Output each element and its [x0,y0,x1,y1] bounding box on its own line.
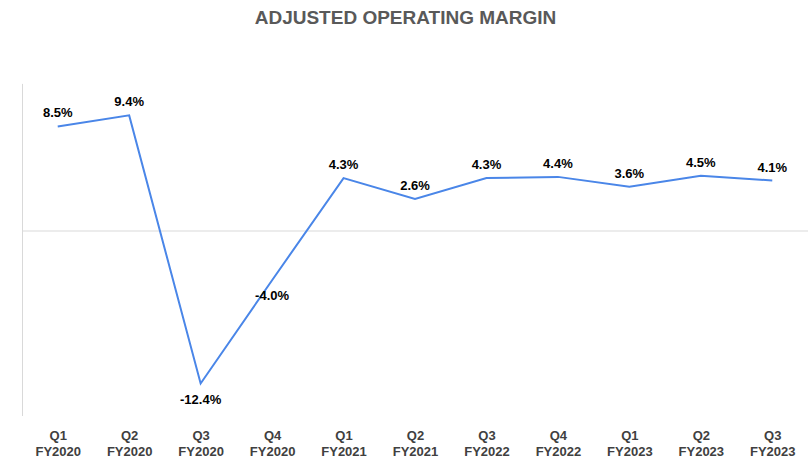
data-label: 3.6% [615,166,645,181]
x-tick-label: Q2FY2021 [393,428,439,459]
data-label: 8.5% [43,105,73,120]
x-tick-label-line: FY2023 [750,444,796,459]
x-tick: Q1FY2023 [607,428,653,459]
x-tick-label-line: Q1 [621,428,638,443]
y-axis-line [22,84,23,416]
x-tick-label-line: Q3 [192,428,209,443]
x-tick: Q1FY2021 [321,428,367,459]
x-tick-label-line: FY2023 [607,444,653,459]
data-label: 4.3% [472,157,502,172]
x-tick: Q1FY2020 [35,428,81,459]
x-tick-label: Q4FY2022 [536,428,582,459]
x-tick-label-line: Q2 [121,428,138,443]
data-label: 4.5% [686,155,716,170]
data-label: -4.0% [255,288,289,303]
x-tick-label-line: Q4 [264,428,282,443]
x-tick-label: Q1FY2023 [607,428,653,459]
title: ADJUSTED OPERATING MARGIN [255,7,557,28]
x-tick: Q3FY2022 [464,428,510,459]
x-tick-label: Q3FY2023 [750,428,796,459]
plot-area [58,115,773,383]
x-tick-label: Q2FY2023 [679,428,725,459]
data-labels: 8.5% 9.4% -12.4% -4.0% 4.3% 2.6% 4.3% 4.4% 3.6% 4… [43,94,788,406]
data-label: 4.1% [757,160,787,175]
x-tick: Q4FY2022 [536,428,582,459]
x-tick: Q2FY2023 [679,428,725,459]
grid [22,231,808,232]
x-tick-label-line: FY2021 [393,444,439,459]
x-tick-label-line: FY2022 [536,444,582,459]
x-tick: Q2FY2020 [107,428,153,459]
x-tick-label-line: Q3 [764,428,781,443]
x-tick-label: Q3FY2020 [178,428,224,459]
x-tick-label-line: FY2023 [679,444,725,459]
x-tick-label-line: FY2022 [464,444,510,459]
x-tick-label-line: FY2021 [321,444,367,459]
x-tick-label: Q1FY2020 [35,428,81,459]
x-tick-label-line: Q2 [407,428,424,443]
x-tick-label: Q3FY2022 [464,428,510,459]
x-tick-label-line: FY2020 [107,444,153,459]
x-tick-label-line: Q1 [50,428,67,443]
x-tick: Q2FY2021 [393,428,439,459]
data-label: 9.4% [114,94,144,109]
x-tick-label: Q1FY2021 [321,428,367,459]
data-label: 4.4% [543,156,573,171]
data-label: 2.6% [400,178,430,193]
x-tick-label-line: FY2020 [178,444,224,459]
x-tick-label: Q4FY2020 [250,428,296,459]
x-axis: Q1FY2020Q2FY2020Q3FY2020Q4FY2020Q1FY2021… [35,428,795,459]
x-tick-label-line: FY2020 [250,444,296,459]
x-tick: Q3FY2020 [178,428,224,459]
x-tick: Q4FY2020 [250,428,296,459]
grid-line [22,231,808,232]
chart: ADJUSTED OPERATING MARGINQ1FY2020Q2FY202… [0,0,811,472]
data-label: 4.3% [329,157,359,172]
x-tick-label-line: Q2 [693,428,710,443]
x-tick-label-line: Q1 [335,428,352,443]
line [58,115,773,383]
x-tick-label-line: Q4 [550,428,568,443]
x-tick-label-line: Q3 [478,428,495,443]
data-label: -12.4% [180,392,222,407]
x-tick-label-line: FY2020 [35,444,81,459]
y-axis [22,84,24,416]
x-tick: Q3FY2023 [750,428,796,459]
x-tick-label: Q2FY2020 [107,428,153,459]
